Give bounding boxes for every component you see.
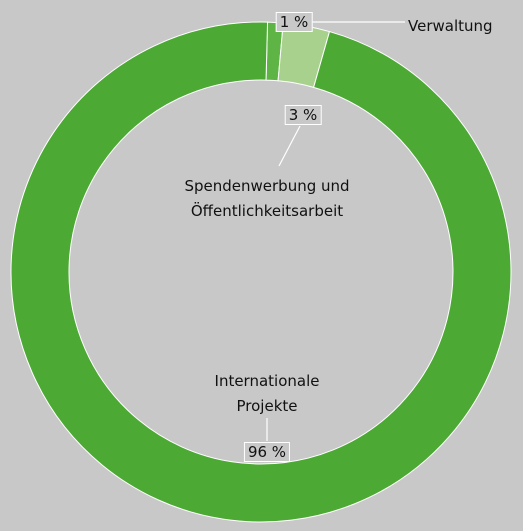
value-label: 1 % <box>275 12 313 32</box>
category-label: Verwaltung <box>408 17 493 35</box>
category-label: Internationale Projekte <box>214 372 320 415</box>
leader-line <box>278 125 301 167</box>
category-label: Spendenwerbung und Öffentlichkeitsarbeit <box>184 177 350 220</box>
value-label: 3 % <box>284 105 322 125</box>
value-label: 96 % <box>243 442 291 462</box>
donut-segment <box>10 21 512 523</box>
